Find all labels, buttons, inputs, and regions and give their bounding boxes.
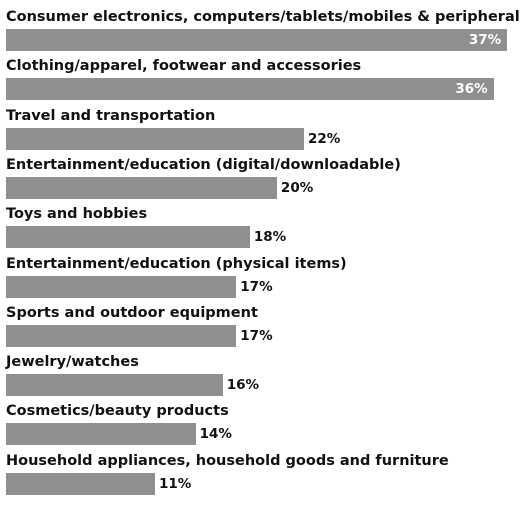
value-label: 20% [280,179,314,196]
category-label: Sports and outdoor equipment [6,304,258,321]
bar [6,423,196,446]
category-label: Clothing/apparel, footwear and accessori… [6,58,362,75]
category-label: Toys and hobbies [6,206,148,223]
value-label: 37% [468,32,502,48]
value-label: 16% [226,377,260,394]
value-label: 36% [455,81,488,98]
value-label: 22% [308,130,341,147]
category-label: Jewelry/watches [6,354,139,371]
value-label: 17% [240,278,273,295]
category-label: Travel and transportation [6,107,216,124]
bar [6,127,304,150]
bar [6,226,250,249]
category-label: Entertainment/education (digital/downloa… [6,156,401,173]
value-label: 17% [240,327,273,344]
category-label: Entertainment/education (physical items) [6,255,347,272]
value-label: 14% [199,426,232,443]
bar [6,275,237,298]
value-label: 18% [253,229,287,246]
category-label: Consumer electronics, computers/tablets/… [6,9,520,25]
bar [6,176,277,199]
bar [6,472,155,495]
bar [6,324,237,347]
bar [6,78,494,101]
value-label: 11% [159,475,192,492]
category-label: Household appliances, household goods an… [6,452,449,469]
bar [6,29,508,51]
bar [6,374,223,397]
category-label: Cosmetics/beauty products [6,403,229,420]
